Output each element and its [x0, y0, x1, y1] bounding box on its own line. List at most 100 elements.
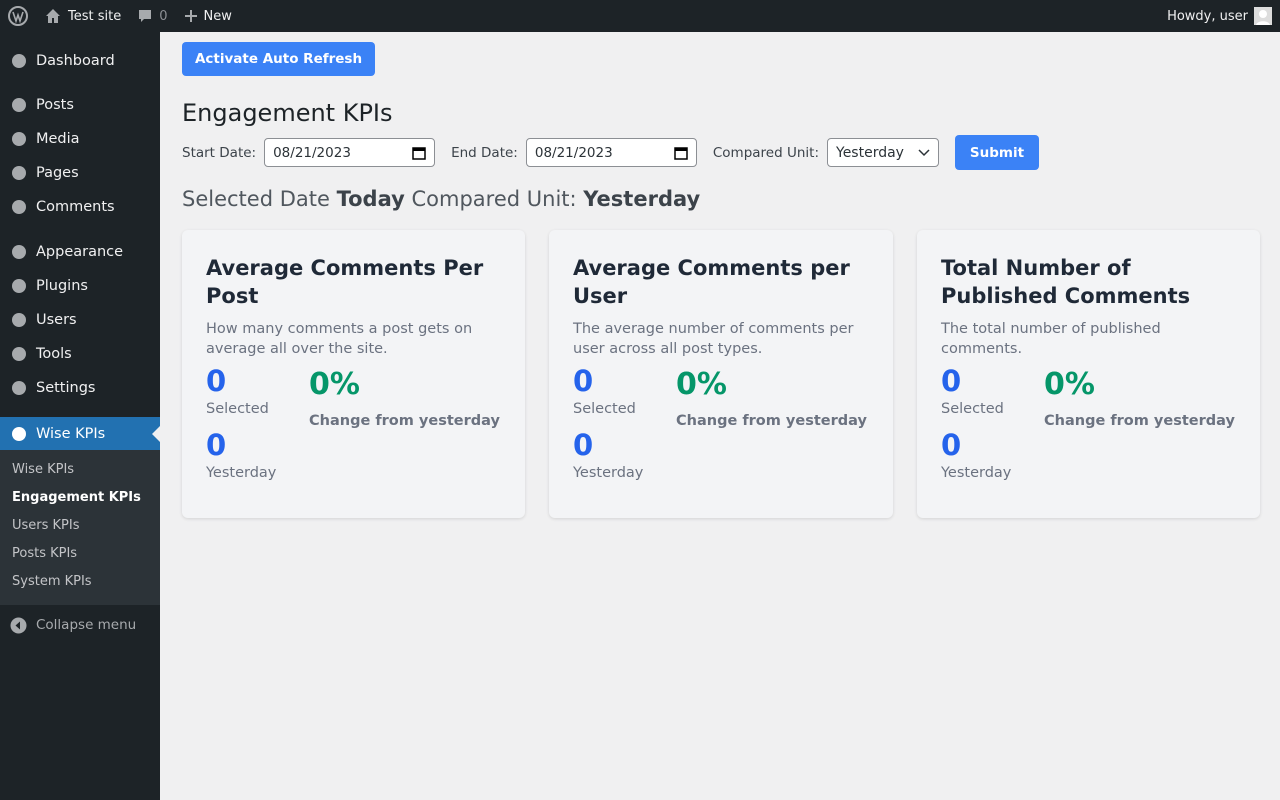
- card-description: How many comments a post gets on average…: [206, 321, 473, 357]
- menu-item[interactable]: Dashboard: [0, 44, 160, 78]
- admin-bar: Test site 0 New Howdy, user: [0, 0, 1280, 32]
- card-title: Average Comments per User: [573, 256, 850, 308]
- selected-value: 0: [941, 364, 962, 398]
- menu-icon: [12, 245, 26, 259]
- collapse-icon: [10, 617, 27, 633]
- account-link[interactable]: Howdy, user: [1159, 0, 1280, 32]
- admin-menu: Dashboard Posts Media Pages Comments Appearan…: [0, 32, 160, 800]
- summary-unit-value: Yesterday: [583, 187, 701, 211]
- stat-column: 0 Selected 0 Yesterday: [206, 363, 309, 491]
- selected-value: 0: [206, 364, 227, 398]
- menu-label: Comments: [36, 199, 115, 215]
- submenu-item[interactable]: Engagement KPIs: [12, 490, 141, 505]
- card-title: Average Comments Per Post: [206, 256, 484, 308]
- menu-label: Tools: [36, 346, 72, 362]
- menu-item[interactable]: Pages: [0, 156, 160, 190]
- compared-label: Yesterday: [941, 465, 1012, 481]
- submenu: Wise KPIs Engagement KPIs Users KPIs Posts …: [0, 450, 160, 605]
- summary-date-value: Today: [336, 187, 405, 211]
- collapse-label: Collapse menu: [36, 617, 137, 633]
- menu-label: Wise KPIs: [36, 426, 106, 442]
- submit-button[interactable]: Submit: [955, 135, 1039, 170]
- change-label: Change from yesterday: [1044, 413, 1235, 429]
- menu-item[interactable]: Wise KPIs: [0, 417, 160, 451]
- selected-label: Selected: [573, 401, 636, 417]
- menu-item[interactable]: Users: [0, 303, 160, 337]
- stat-column: 0 Selected 0 Yesterday: [941, 363, 1044, 491]
- submenu-item[interactable]: System KPIs: [12, 574, 92, 589]
- menu-item[interactable]: Plugins: [0, 269, 160, 303]
- menu-label: Users: [36, 312, 77, 328]
- new-label: New: [203, 8, 232, 24]
- end-date-input[interactable]: 08/21/2023: [525, 138, 697, 167]
- wp-logo[interactable]: [0, 0, 36, 32]
- start-date-input[interactable]: 08/21/2023: [264, 138, 436, 167]
- change-column: 0% Change from yesterday: [1044, 363, 1235, 491]
- new-link[interactable]: New: [176, 0, 240, 32]
- menu-item[interactable]: Appearance: [0, 235, 160, 269]
- change-value: 0%: [676, 367, 727, 402]
- card-stats: 0 Selected 0 Yesterday 0% Change from yesterd…: [573, 363, 869, 491]
- compared-value: 0: [573, 428, 594, 462]
- submenu-item[interactable]: Wise KPIs: [12, 462, 75, 477]
- card-stats: 0 Selected 0 Yesterday 0% Change from yesterd…: [941, 363, 1236, 491]
- summary: Selected Date Today Compared Unit: Yeste…: [182, 187, 700, 211]
- stat-column: 0 Selected 0 Yesterday: [573, 363, 676, 491]
- menu-icon: [12, 54, 26, 68]
- summary-date-label: Selected Date: [182, 187, 330, 211]
- menu-item[interactable]: Settings: [0, 371, 160, 405]
- menu-item[interactable]: Tools: [0, 337, 160, 371]
- selected-label: Selected: [941, 401, 1004, 417]
- menu-icon: [12, 279, 26, 293]
- comments-link[interactable]: 0: [129, 0, 175, 32]
- menu-icon: [12, 347, 26, 361]
- menu-icon: [12, 98, 26, 112]
- card-title: Total Number of Published Comments: [941, 256, 1191, 308]
- selected-value: 0: [573, 364, 594, 398]
- menu-label: Dashboard: [36, 53, 115, 69]
- menu-label: Settings: [36, 380, 96, 396]
- change-value: 0%: [1044, 367, 1095, 402]
- site-name: Test site: [68, 8, 122, 24]
- compared-label: Yesterday: [206, 465, 277, 481]
- auto-refresh-button[interactable]: Activate Auto Refresh: [182, 42, 375, 76]
- menu-icon: [12, 381, 26, 395]
- menu-label: Plugins: [36, 278, 88, 294]
- greeting: Howdy, user: [1167, 8, 1248, 24]
- selected-label: Selected: [206, 401, 269, 417]
- menu-icon: [12, 313, 26, 327]
- compared-value: 0: [941, 428, 962, 462]
- site-link[interactable]: Test site: [36, 0, 129, 32]
- filter-form: Start Date: 08/21/2023 End Date: 08/21/2…: [182, 135, 1039, 170]
- change-column: 0% Change from yesterday: [676, 363, 867, 491]
- menu-icon: [12, 166, 26, 180]
- menu-item[interactable]: Comments: [0, 190, 160, 224]
- compared-label: Yesterday: [573, 465, 644, 481]
- change-value: 0%: [309, 367, 360, 402]
- collapse-menu[interactable]: Collapse menu: [0, 610, 160, 640]
- start-label: Start Date:: [182, 144, 257, 161]
- card-description: The average number of comments per user …: [573, 321, 854, 357]
- menu-label: Pages: [36, 165, 79, 181]
- card-description: The total number of published comments.: [941, 321, 1161, 357]
- page-title: Engagement KPIs: [182, 99, 393, 127]
- end-label: End Date:: [451, 144, 518, 161]
- change-label: Change from yesterday: [309, 413, 500, 429]
- menu-icon: [12, 200, 26, 214]
- unit-select[interactable]: Yesterday: [827, 138, 939, 167]
- end-date: 08/21/2023: [534, 144, 613, 161]
- start-date: 08/21/2023: [273, 144, 351, 161]
- menu-label: Appearance: [36, 244, 124, 260]
- submenu-item[interactable]: Users KPIs: [12, 518, 80, 533]
- compared-value: 0: [206, 428, 227, 462]
- summary-unit-label: Compared Unit:: [411, 187, 577, 211]
- unit-value: Yesterday: [836, 144, 904, 161]
- kpi-card: Average Comments Per Post How many commen…: [182, 230, 525, 518]
- menu-item[interactable]: Posts: [0, 88, 160, 122]
- unit-label: Compared Unit:: [712, 144, 819, 161]
- submenu-item[interactable]: Posts KPIs: [12, 546, 78, 561]
- menu-item[interactable]: Media: [0, 122, 160, 156]
- menu-icon: [12, 427, 26, 441]
- menu-icon: [12, 132, 26, 146]
